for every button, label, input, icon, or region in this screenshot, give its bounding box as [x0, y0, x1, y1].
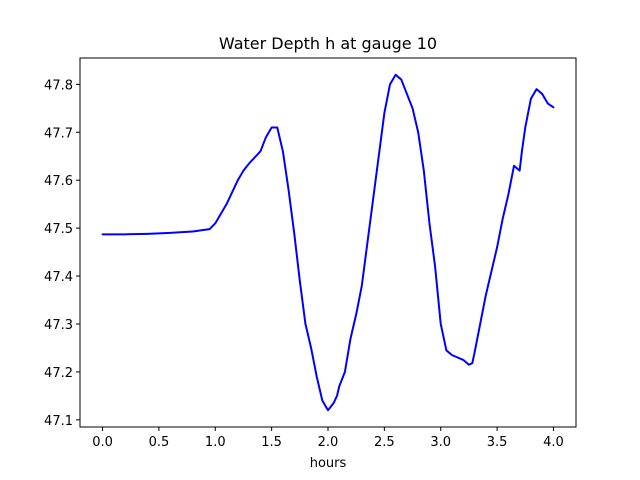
plot-frame: [79, 57, 577, 428]
x-tick-label: 1.0: [205, 435, 226, 450]
y-axis: 47.1 47.2 47.3 47.4 47.5 47.6 47.7 47.8: [44, 78, 80, 429]
x-tick-label: 2.0: [318, 435, 339, 450]
y-tick-label: 47.3: [44, 318, 73, 333]
y-tick-label: 47.2: [44, 366, 73, 381]
x-axis-label: hours: [310, 456, 347, 471]
y-tick-label: 47.8: [44, 78, 73, 93]
plot-area: [101, 73, 555, 412]
x-tick-label: 0.5: [149, 435, 170, 450]
y-tick-label: 47.1: [44, 414, 73, 429]
x-tick-label: 3.0: [430, 435, 451, 450]
y-tick-label: 47.6: [44, 174, 73, 189]
y-tick-label: 47.5: [44, 222, 73, 237]
series-line: [101, 73, 555, 412]
x-tick-label: 4.0: [543, 435, 564, 450]
y-tick-label: 47.4: [44, 270, 73, 285]
x-axis: 0.0 0.5 1.0 1.5 2.0 2.5 3.0 3.5 4.0: [92, 427, 564, 450]
x-tick-label: 2.5: [374, 435, 395, 450]
x-tick-label: 3.5: [487, 435, 508, 450]
x-tick-label: 1.5: [261, 435, 282, 450]
x-tick-label: 0.0: [92, 435, 113, 450]
y-tick-label: 47.7: [44, 126, 73, 141]
chart-title: Water Depth h at gauge 10: [219, 34, 437, 53]
